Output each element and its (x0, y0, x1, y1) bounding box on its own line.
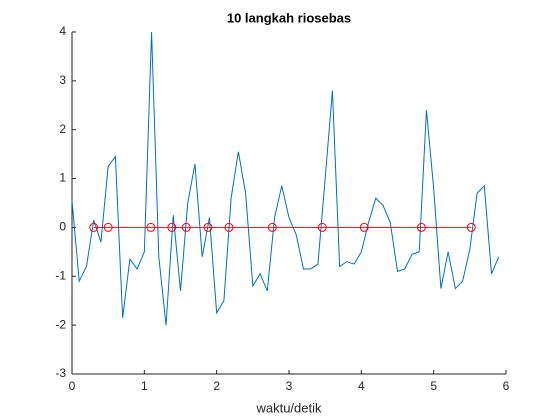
marker (103, 222, 113, 232)
y-tick-label: 1 (59, 171, 66, 185)
x-tick-label: 1 (141, 379, 148, 393)
marker (267, 222, 277, 232)
x-axis-label: waktu/detik (255, 400, 322, 415)
marker (203, 222, 213, 232)
chart-title: 10 langkah riosebas (227, 10, 351, 25)
marker (224, 222, 234, 232)
marker (317, 222, 327, 232)
y-tick-label: -2 (55, 317, 66, 331)
marker (359, 222, 369, 232)
x-tick-label: 4 (358, 379, 365, 393)
marker (181, 222, 191, 232)
marker (167, 222, 177, 232)
x-tick-label: 5 (430, 379, 437, 393)
marker (89, 222, 99, 232)
marker (416, 222, 426, 232)
marker (146, 222, 156, 232)
y-tick-label: -3 (55, 366, 66, 380)
y-tick-label: 4 (59, 24, 66, 38)
y-tick-label: 2 (59, 122, 66, 136)
x-tick-label: 3 (286, 379, 293, 393)
x-tick-label: 2 (213, 379, 220, 393)
y-tick-label: -1 (55, 268, 66, 282)
x-tick-label: 0 (69, 379, 76, 393)
y-tick-label: 0 (59, 220, 66, 234)
series-line (71, 31, 500, 326)
marker (466, 222, 476, 232)
y-tick-label: 3 (59, 73, 66, 87)
x-tick-label: 6 (503, 379, 510, 393)
